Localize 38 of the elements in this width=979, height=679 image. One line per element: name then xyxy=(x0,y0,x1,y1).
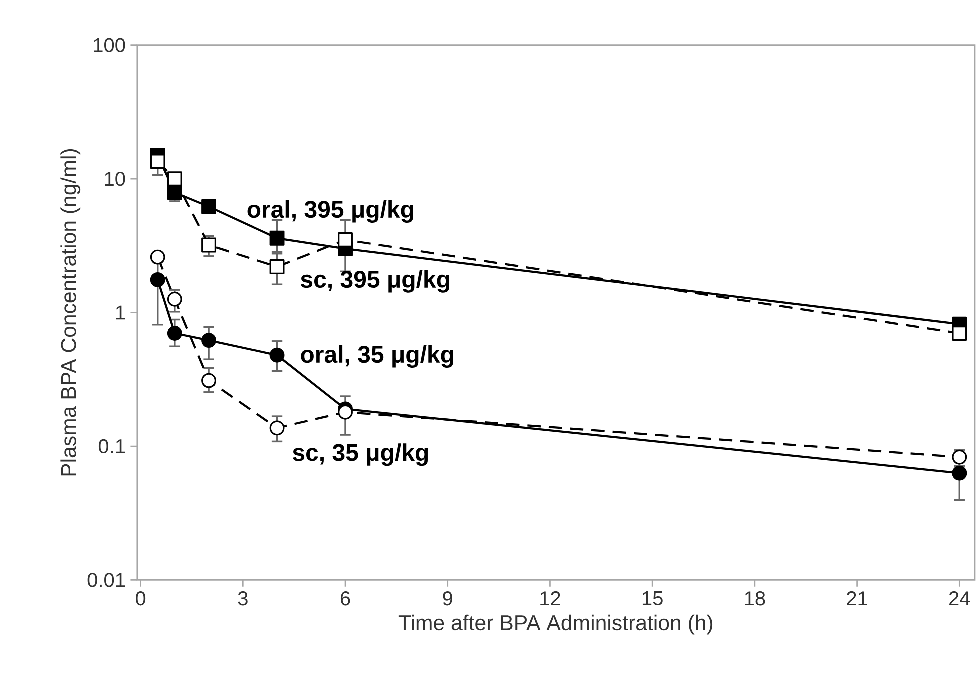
point xyxy=(150,250,166,265)
point xyxy=(270,230,285,246)
x-tick-label: 24 xyxy=(950,592,970,606)
y-tick-label: 1 xyxy=(116,306,126,320)
x-tick-label: 3 xyxy=(238,592,248,606)
series-label: sc, 35 μg/kg xyxy=(293,444,428,466)
point xyxy=(167,292,182,307)
point xyxy=(202,199,217,214)
x-tick-label: 6 xyxy=(340,592,350,606)
y-axis-title: Plasma BPA Concentration (ng/ml) xyxy=(60,150,81,476)
y-tick-label: 0.01 xyxy=(88,573,126,588)
point xyxy=(150,272,166,288)
point xyxy=(952,326,968,342)
point xyxy=(202,333,217,348)
x-tick-label: 18 xyxy=(745,592,766,606)
x-tick-label: 0 xyxy=(136,592,146,606)
point xyxy=(338,404,353,420)
series-label: sc, 395 μg/kg xyxy=(301,270,450,293)
series-label: oral, 35 μg/kg xyxy=(301,346,454,368)
point xyxy=(202,238,217,253)
series-label: oral, 395 μg/kg xyxy=(248,200,414,223)
point xyxy=(338,232,353,248)
y-tick-label: 10 xyxy=(105,172,126,186)
point xyxy=(150,154,166,170)
x-tick-label: 21 xyxy=(847,592,868,606)
y-tick-label: 0.1 xyxy=(98,439,126,454)
x-axis-title: Time after BPA Administration (h) xyxy=(398,614,713,635)
x-tick-label: 12 xyxy=(540,592,560,606)
point xyxy=(167,326,182,342)
point xyxy=(167,172,182,187)
point xyxy=(270,348,285,363)
y-tick-label: 100 xyxy=(94,38,126,52)
point xyxy=(270,260,285,275)
x-tick-label: 9 xyxy=(443,592,452,606)
point xyxy=(952,466,968,481)
point xyxy=(202,373,217,388)
point xyxy=(270,420,285,436)
x-tick-label: 15 xyxy=(642,592,663,606)
